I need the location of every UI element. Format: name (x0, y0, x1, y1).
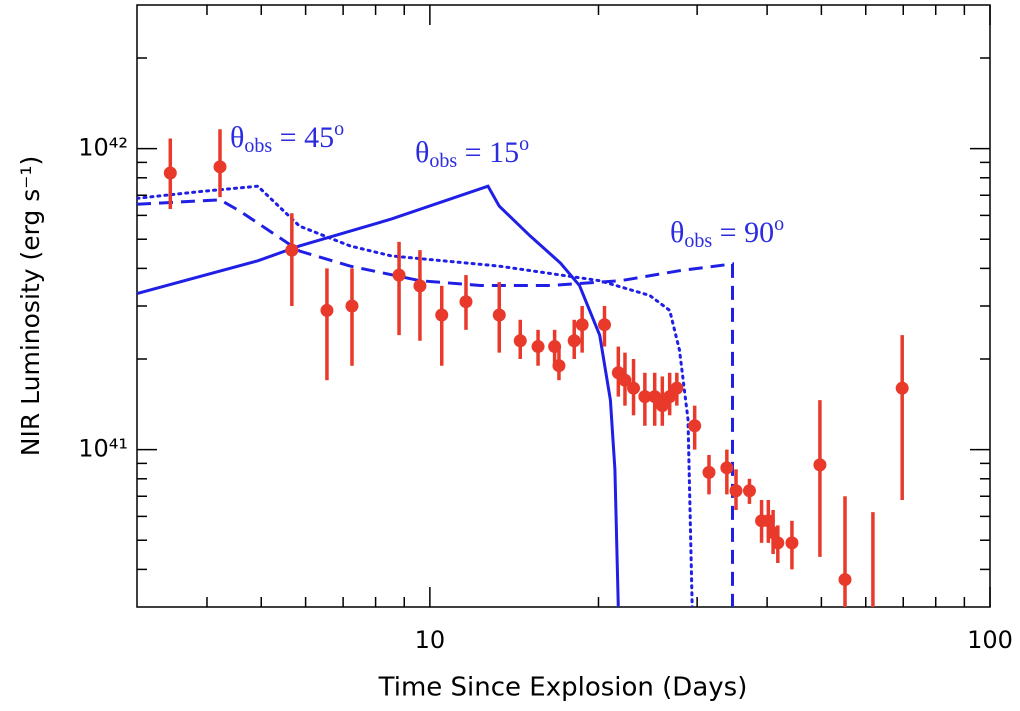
data-point (392, 268, 406, 282)
data-point (729, 484, 743, 498)
model-curve (137, 184, 694, 607)
data-point (345, 299, 359, 313)
data-point (742, 484, 756, 498)
data-point (670, 381, 684, 395)
data-point (163, 166, 177, 180)
data-point (813, 458, 827, 472)
y-axis-label: NIR Luminosity (erg s⁻¹) (16, 156, 45, 456)
annotation-sub: obs (429, 150, 457, 172)
data-point (531, 340, 545, 354)
data-point (702, 465, 716, 479)
annotation-sub: obs (684, 230, 712, 252)
annotation: θobs = 45o (230, 118, 344, 157)
data-point (618, 373, 632, 387)
x-axis-label: Time Since Explosion (Days) (378, 673, 748, 703)
data-point (648, 390, 662, 404)
annotation: θobs = 15o (415, 133, 529, 172)
data-point (785, 536, 799, 550)
data-point (838, 573, 852, 587)
annotation-sub: obs (244, 135, 272, 157)
data-point (567, 334, 581, 348)
x-tick-label: 10 (415, 626, 446, 654)
plot-area (137, 129, 909, 637)
data-point (655, 399, 669, 413)
x-tick-label: 100 (967, 626, 1013, 654)
annotation-symbol: θ (670, 216, 684, 249)
plot-frame (136, 4, 991, 608)
data-point (597, 318, 611, 332)
y-tick-label: 10⁴¹ (78, 435, 128, 463)
data-point (638, 390, 652, 404)
data-point (866, 624, 879, 637)
annotation-symbol: θ (415, 136, 429, 169)
annotation-sup: o (334, 118, 344, 140)
annotation-symbol: θ (230, 121, 244, 154)
data-point (720, 461, 734, 475)
data-point (552, 359, 566, 373)
data-point (213, 160, 227, 174)
annotation-sup: o (519, 133, 529, 155)
data-point (895, 381, 909, 395)
annotation: θobs = 90o (670, 213, 784, 252)
data-point (413, 279, 427, 293)
annotation-text: = 45 (272, 121, 334, 154)
annotation-text: = 15 (457, 136, 519, 169)
data-point (688, 419, 702, 433)
data-point (285, 243, 299, 257)
y-tick-label: 10⁴² (78, 134, 128, 162)
data-point (771, 536, 785, 550)
model-curve (137, 198, 734, 607)
data-point (435, 308, 449, 322)
model-curve (137, 184, 620, 607)
data-point (627, 381, 641, 395)
annotation-text: = 90 (712, 216, 774, 249)
data-point (320, 303, 334, 317)
data-point (513, 334, 527, 348)
annotation-sup: o (774, 213, 784, 235)
data-point (459, 295, 473, 309)
data-point (492, 308, 506, 322)
data-point (575, 318, 589, 332)
